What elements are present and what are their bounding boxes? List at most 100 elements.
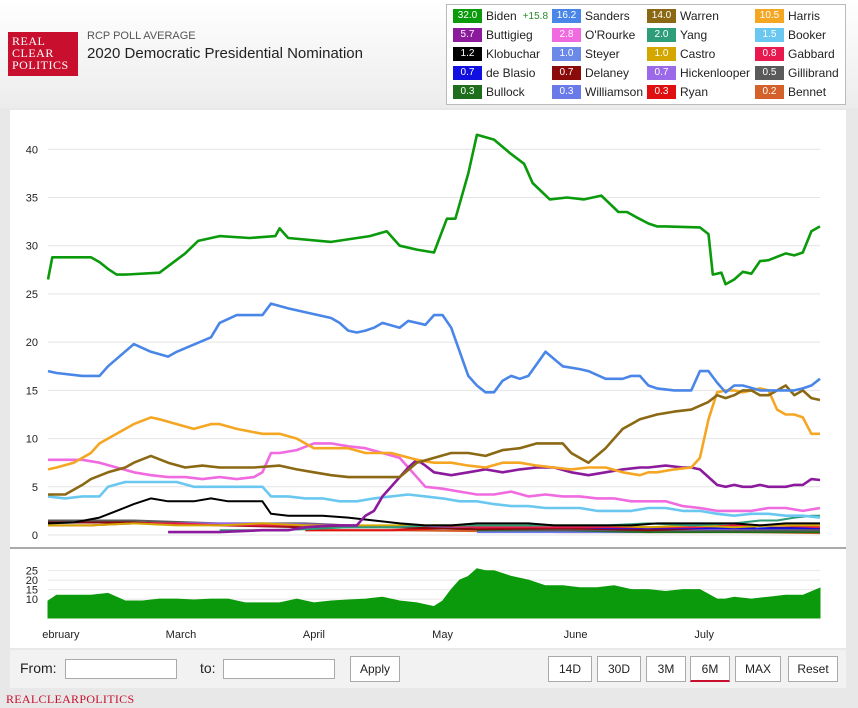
date-range-controls: From: to: Apply 14D 30D 3M 6M MAX Reset — [10, 650, 846, 688]
legend-label: Yang — [680, 28, 708, 42]
legend-value-badge: 0.2 — [755, 85, 784, 99]
legend: 32.0 Biden +15.8 16.2 Sanders 14.0 Warren 10.5 H… — [446, 4, 846, 105]
legend-value-badge: 1.5 — [755, 28, 784, 42]
legend-value-badge: 0.3 — [552, 85, 581, 99]
legend-label: de Blasio — [486, 66, 536, 80]
legend-value-badge: 14.0 — [647, 9, 676, 23]
legend-item-klobuchar[interactable]: 1.2 Klobuchar — [453, 46, 540, 62]
legend-item-o-rourke[interactable]: 2.8 O'Rourke — [552, 27, 635, 43]
x-month-label-july: July — [694, 629, 714, 641]
header: REAL CLEAR POLITICS RCP POLL AVERAGE 202… — [0, 0, 858, 108]
y-tick-label: 20 — [26, 337, 38, 349]
legend-spread: +15.8 — [522, 10, 549, 22]
legend-label: Harris — [788, 9, 820, 23]
legend-value-badge: 1.0 — [552, 47, 581, 61]
range-14d-button[interactable]: 14D — [548, 656, 592, 682]
navigator-area — [47, 568, 821, 619]
reset-button[interactable]: Reset — [788, 656, 838, 682]
legend-value-badge: 5.7 — [453, 28, 482, 42]
y-tick-label: 30 — [26, 241, 38, 253]
series-line-o-rourke — [48, 442, 821, 513]
legend-item-gillibrand[interactable]: 0.5 Gillibrand — [755, 65, 839, 81]
legend-value-badge: 0.3 — [453, 85, 482, 99]
nav-y-tick-label: 15 — [26, 585, 38, 597]
y-tick-label: 25 — [26, 289, 38, 301]
range-max-button[interactable]: MAX — [735, 656, 781, 682]
legend-value-badge: 16.2 — [552, 9, 581, 23]
y-tick-label: 40 — [26, 144, 38, 156]
legend-item-harris[interactable]: 10.5 Harris — [755, 8, 820, 24]
legend-value-badge: 0.7 — [552, 66, 581, 80]
legend-label: Buttigieg — [486, 28, 533, 42]
legend-label: Warren — [680, 9, 719, 23]
apply-button[interactable]: Apply — [350, 656, 400, 682]
from-label: From: — [20, 660, 57, 676]
legend-label: Williamson — [585, 85, 644, 99]
legend-label: Bennet — [788, 85, 827, 99]
legend-label: Klobuchar — [486, 47, 541, 61]
legend-value-badge: 2.0 — [647, 28, 676, 42]
legend-item-hickenlooper[interactable]: 0.7 Hickenlooper — [647, 65, 750, 81]
y-tick-label: 0 — [32, 530, 38, 542]
range-3m-button[interactable]: 3M — [646, 656, 686, 682]
legend-value-badge: 32.0 — [453, 9, 482, 23]
nav-y-tick-label: 20 — [26, 575, 38, 587]
legend-item-ryan[interactable]: 0.3 Ryan — [647, 84, 708, 100]
legend-item-williamson[interactable]: 0.3 Williamson — [552, 84, 643, 100]
legend-value-badge: 10.5 — [755, 9, 784, 23]
legend-label: Gillibrand — [788, 66, 839, 80]
x-month-label-february: ebruary — [42, 629, 80, 641]
chart-subtitle: RCP POLL AVERAGE — [87, 30, 196, 42]
legend-item-booker[interactable]: 1.5 Booker — [755, 27, 826, 43]
series-line-biden — [46, 133, 821, 286]
legend-value-badge: 1.0 — [647, 47, 676, 61]
logo-line-2: CLEAR — [12, 46, 54, 60]
chart-title: 2020 Democratic Presidential Nomination — [87, 45, 363, 62]
legend-label: Sanders — [585, 9, 630, 23]
range-6m-button[interactable]: 6M — [690, 656, 730, 682]
legend-item-delaney[interactable]: 0.7 Delaney — [552, 65, 629, 81]
legend-label: Castro — [680, 47, 716, 61]
rcp-logo[interactable]: REAL CLEAR POLITICS — [8, 32, 78, 76]
legend-item-castro[interactable]: 1.0 Castro — [647, 46, 715, 62]
series-line-warren — [48, 384, 821, 496]
legend-label: Booker — [788, 28, 827, 42]
legend-item-bullock[interactable]: 0.3 Bullock — [453, 84, 525, 100]
legend-value-badge: 0.5 — [755, 66, 784, 80]
legend-item-de-blasio[interactable]: 0.7 de Blasio — [453, 65, 535, 81]
x-month-label-march: March — [166, 629, 197, 641]
legend-item-yang[interactable]: 2.0 Yang — [647, 27, 707, 43]
legend-item-steyer[interactable]: 1.0 Steyer — [552, 46, 620, 62]
legend-value-badge: 0.3 — [647, 85, 676, 99]
range-30d-button[interactable]: 30D — [597, 656, 641, 682]
nav-y-tick-label: 25 — [26, 566, 38, 578]
from-date-input[interactable] — [65, 659, 177, 679]
logo-line-1: REAL — [12, 34, 46, 48]
series-line-booker — [47, 480, 821, 519]
y-tick-label: 35 — [26, 193, 38, 205]
legend-label: Hickenlooper — [680, 66, 751, 80]
legend-label: O'Rourke — [585, 28, 636, 42]
y-tick-label: 5 — [32, 482, 38, 494]
legend-value-badge: 1.2 — [453, 47, 482, 61]
legend-item-biden[interactable]: 32.0 Biden +15.8 — [453, 8, 548, 24]
legend-label: Gabbard — [788, 47, 835, 61]
legend-item-sanders[interactable]: 16.2 Sanders — [552, 8, 630, 24]
legend-item-buttigieg[interactable]: 5.7 Buttigieg — [453, 27, 533, 43]
legend-item-gabbard[interactable]: 0.8 Gabbard — [755, 46, 835, 62]
y-tick-label: 15 — [26, 385, 38, 397]
legend-label: Ryan — [680, 85, 709, 99]
logo-line-3: POLITICS — [12, 58, 69, 72]
x-month-label-april: April — [303, 629, 325, 641]
legend-value-badge: 0.7 — [453, 66, 482, 80]
legend-label: Delaney — [585, 66, 630, 80]
series-line-buttigieg — [168, 458, 821, 534]
legend-item-bennet[interactable]: 0.2 Bennet — [755, 84, 826, 100]
to-date-input[interactable] — [223, 659, 335, 679]
legend-value-badge: 2.8 — [552, 28, 581, 42]
legend-item-warren[interactable]: 14.0 Warren — [647, 8, 719, 24]
legend-label: Bullock — [486, 85, 525, 99]
footer-brand[interactable]: REALCLEARPOLITICS — [6, 692, 135, 706]
chart-area: 0 5 10 15 20 25 30 35 40 10 15 20 25 ebruary March Apri… — [10, 110, 846, 648]
